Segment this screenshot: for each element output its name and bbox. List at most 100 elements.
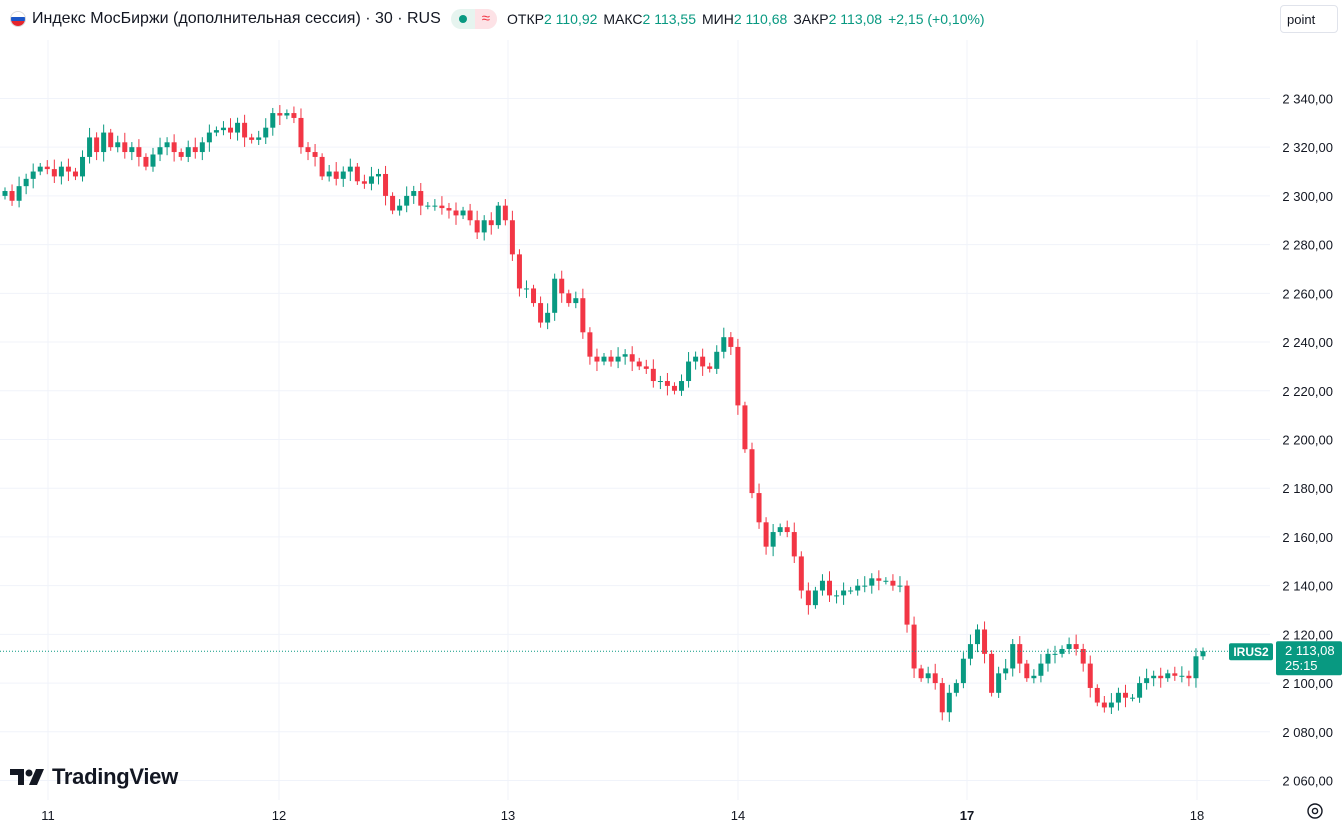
candle <box>242 114 248 147</box>
candle <box>834 590 840 604</box>
candle <box>319 153 325 181</box>
ohlc-high: МАКС2 113,55 <box>603 11 696 27</box>
candle <box>953 679 959 697</box>
y-tick-label: 2 120,00 <box>1282 627 1333 642</box>
settings-gear-icon[interactable] <box>1306 802 1324 820</box>
candle <box>312 144 318 167</box>
chart-header: Индекс МосБиржи (дополнительная сессия) … <box>0 0 1270 38</box>
market-status-dot-icon <box>458 15 467 23</box>
candle <box>918 664 924 682</box>
price-unit-label[interactable]: point <box>1280 5 1338 33</box>
y-tick-label: 2 080,00 <box>1282 725 1333 740</box>
candle <box>1087 655 1093 698</box>
candle <box>305 142 311 161</box>
candle <box>1066 637 1072 655</box>
candle <box>432 199 438 211</box>
ohlc-low: МИН2 110,68 <box>702 11 788 27</box>
candle <box>523 280 529 298</box>
candle <box>129 142 135 161</box>
candle <box>397 199 403 216</box>
candle <box>101 124 107 162</box>
market-status-pill[interactable]: ≈ <box>450 9 498 29</box>
y-tick-label: 2 340,00 <box>1282 91 1333 106</box>
candle <box>587 327 593 365</box>
candle <box>115 135 121 153</box>
candle <box>848 586 854 595</box>
candle <box>728 332 734 355</box>
candle <box>256 130 262 145</box>
candle <box>87 127 93 164</box>
price-change: +2,15 (+0,10%) <box>888 11 985 27</box>
candle <box>791 522 797 563</box>
candle <box>509 210 515 261</box>
candle <box>890 574 896 591</box>
candle <box>143 153 149 171</box>
candle <box>263 118 269 145</box>
candle <box>686 352 692 388</box>
candle <box>939 677 945 721</box>
candle <box>812 586 818 609</box>
candle <box>960 652 966 689</box>
candle <box>671 382 677 395</box>
candle <box>629 346 635 372</box>
candle <box>94 132 100 161</box>
candle <box>488 212 494 235</box>
candle <box>1137 676 1143 703</box>
candle <box>411 185 417 204</box>
candle <box>270 107 276 136</box>
candle <box>1200 647 1206 660</box>
candle <box>1130 694 1136 702</box>
candle <box>657 375 663 390</box>
candle <box>192 137 198 159</box>
candle <box>721 327 727 359</box>
candle <box>615 347 621 369</box>
last-price-value: 2 113,08 <box>1285 643 1335 658</box>
candle <box>220 121 226 136</box>
y-tick-label: 2 320,00 <box>1282 140 1333 155</box>
candle <box>2 187 8 200</box>
candle <box>1108 693 1114 715</box>
symbol-title[interactable]: Индекс МосБиржи (дополнительная сессия) … <box>32 10 441 27</box>
candle <box>996 666 1002 698</box>
candle <box>735 338 741 415</box>
candle <box>1038 654 1044 683</box>
y-tick-label: 2 140,00 <box>1282 579 1333 594</box>
candle <box>1031 669 1037 684</box>
candle <box>1094 684 1100 707</box>
candle <box>37 163 43 176</box>
candle <box>1003 658 1009 680</box>
candle <box>679 374 685 396</box>
candle <box>453 202 459 225</box>
candle <box>516 249 522 297</box>
candle <box>1115 687 1121 711</box>
candle <box>749 442 755 499</box>
symbol-tag <box>1229 643 1273 661</box>
tradingview-logo[interactable]: TradingView <box>10 764 178 790</box>
y-tick-label: 2 280,00 <box>1282 238 1333 253</box>
candle <box>185 140 191 163</box>
candle <box>531 284 537 307</box>
candle <box>333 162 339 186</box>
candle <box>742 401 748 453</box>
candle <box>460 206 466 220</box>
candle <box>650 359 656 388</box>
candle <box>51 159 57 183</box>
candle <box>798 551 804 599</box>
y-tick-label: 2 180,00 <box>1282 481 1333 496</box>
candle <box>108 128 114 151</box>
candle <box>925 666 931 684</box>
candle <box>770 524 776 557</box>
candle <box>502 199 508 226</box>
candle <box>608 350 614 367</box>
candle <box>601 353 607 366</box>
candle <box>946 684 952 722</box>
candle <box>157 137 163 162</box>
last-price-tag <box>1276 641 1342 676</box>
candle <box>361 174 367 189</box>
candle <box>862 576 868 593</box>
y-tick-label: 2 100,00 <box>1282 676 1333 691</box>
candle <box>249 133 255 144</box>
candle <box>967 634 973 666</box>
tradingview-logo-text: TradingView <box>52 764 178 789</box>
